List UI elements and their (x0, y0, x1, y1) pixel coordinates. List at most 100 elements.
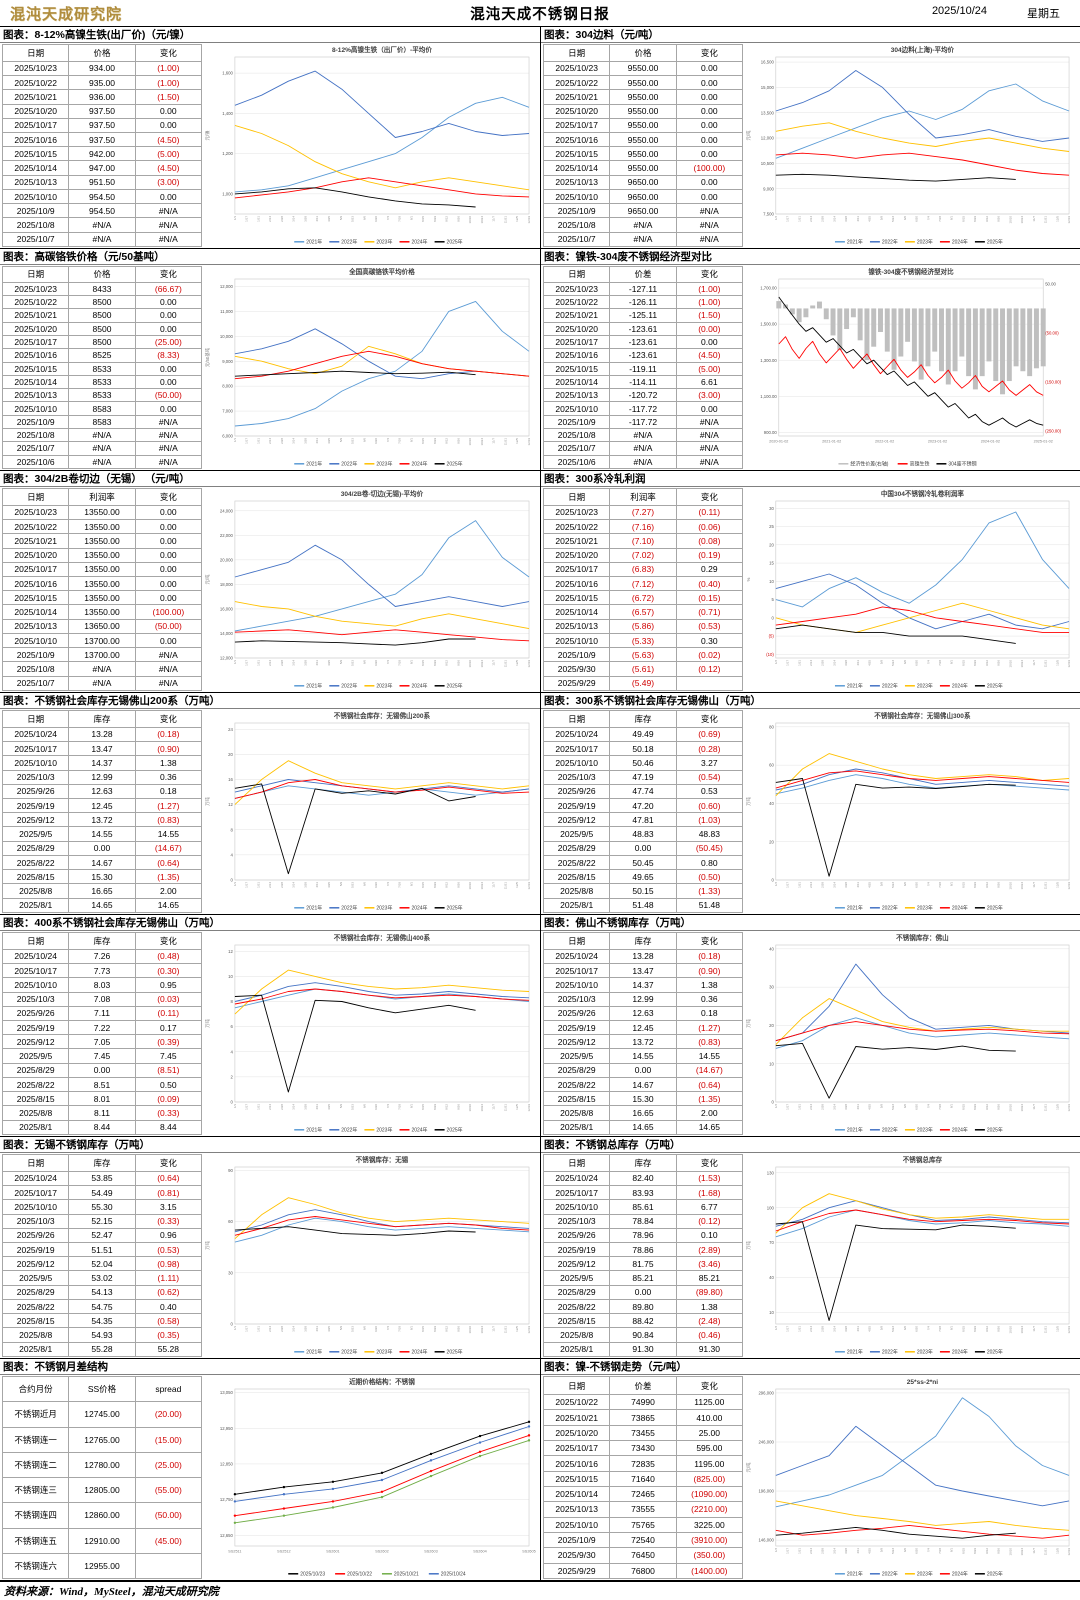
cell-change: 0.00 (134, 321, 203, 336)
table-row: 2025/9/5 85.21 85.21 (542, 1270, 744, 1286)
svg-text:1/3: 1/3 (774, 882, 778, 887)
column-header: 变化 (134, 1154, 203, 1172)
svg-text:1/3: 1/3 (233, 1326, 237, 1330)
svg-text:246,000: 246,000 (758, 1440, 774, 1445)
cell-value: (6.83) (609, 561, 677, 578)
svg-text:8/15: 8/15 (421, 1326, 425, 1332)
cell-value: 75765 (609, 1516, 677, 1533)
table-row: 2025/10/15 -119.11 (5.00) (542, 361, 744, 376)
svg-text:3/14: 3/14 (832, 1104, 836, 1110)
cell-date: 2025/9/19 (542, 797, 611, 814)
chart-wrap: 304边料(上海)-平均价 元/吨 16,500 15,000 13,500 12,000… (744, 43, 1080, 248)
svg-text:元/镍: 元/镍 (204, 130, 211, 141)
table-header-row: 日期 库存 变化 (1, 932, 203, 950)
column-header: 变化 (675, 1154, 744, 1172)
svg-text:1/31: 1/31 (797, 216, 801, 222)
svg-text:9/26: 9/26 (456, 1104, 460, 1110)
table-row: 2025/8/29 0.00 (14.67) (1, 840, 203, 856)
table-row: 2025/10/8 #N/A #N/A (1, 427, 203, 443)
cell-date: 2025/10/10 (1, 188, 70, 205)
svg-text:7/18: 7/18 (938, 216, 942, 222)
cell-date: 2025/9/12 (1, 1256, 70, 1272)
chart-wrap: 近期价格结构：不锈钢 13,050 12,950 12,850 12,750 12,650… (203, 1375, 540, 1580)
table-row: 2025/9/26 52.47 0.96 (1, 1227, 203, 1244)
table-row: 2025/10/23 8433 (66.67) (1, 281, 203, 297)
svg-text:10/24: 10/24 (480, 1104, 484, 1112)
svg-text:2022年: 2022年 (341, 1348, 357, 1355)
svg-text:10/10: 10/10 (468, 882, 472, 890)
svg-text:2021年: 2021年 (306, 238, 322, 245)
cell-change: 0.00 (134, 533, 203, 549)
cell-change: 0.00 (675, 146, 744, 162)
data-table-wrap: 日期 利润率 变化 2025/10/23 13550.00 0.00 2025/10/22 1… (0, 487, 203, 692)
svg-text:2/28: 2/28 (821, 1548, 825, 1554)
svg-text:2023年: 2023年 (917, 1570, 933, 1577)
cell-value: 12.45 (68, 797, 136, 814)
table-row: 2025/10/3 78.84 (0.12) (542, 1213, 744, 1229)
svg-text:8/15: 8/15 (961, 882, 965, 888)
svg-text:2023年: 2023年 (376, 460, 392, 467)
svg-text:11/7: 11/7 (1032, 660, 1036, 666)
svg-text:1/31: 1/31 (256, 882, 260, 888)
cell-change: (4.50) (134, 160, 203, 176)
svg-text:12/19: 12/19 (527, 1326, 531, 1334)
svg-text:3/14: 3/14 (292, 216, 296, 222)
cell-value: 13550.00 (68, 604, 136, 620)
svg-text:6/6: 6/6 (362, 216, 366, 220)
table-row: 2025/10/15 8533 0.00 (1, 361, 203, 376)
cell-value: 13650.00 (68, 618, 136, 634)
cell-value: 0.00 (609, 1062, 677, 1078)
svg-text:8/29: 8/29 (973, 216, 977, 222)
svg-text:11/7: 11/7 (492, 882, 496, 888)
svg-text:8/29: 8/29 (973, 882, 977, 888)
cell-value: (7.27) (609, 504, 677, 521)
svg-text:12/19: 12/19 (527, 1104, 531, 1112)
svg-text:0: 0 (771, 878, 774, 883)
table-row: 2025/10/17 937.50 0.00 (1, 117, 203, 134)
table-row: 不锈钢连二 12780.00 (25.00) (1, 1451, 203, 1479)
table-row: 2025/9/12 81.75 (3.46) (542, 1256, 744, 1272)
data-table: 日期 价差 变化 2025/10/23 -127.11 (1.00) 2025/10/22-… (542, 266, 744, 470)
table-row: 2025/10/14 (6.57) (0.71) (542, 604, 744, 620)
cell-change: (0.46) (675, 1327, 744, 1343)
cell-change: #N/A (675, 203, 744, 219)
svg-text:(150.00): (150.00) (1045, 380, 1061, 385)
cell-date: 2025/10/13 (542, 1501, 611, 1518)
svg-text:8/29: 8/29 (433, 438, 437, 444)
cell-change: #N/A (134, 217, 203, 233)
svg-text:5/9: 5/9 (339, 660, 343, 664)
svg-text:4/11: 4/11 (856, 882, 860, 888)
panel-2: 图表：304边料（元/吨） 日期 价格 变化 2025/10/23 9550.00 0.00… (540, 26, 1080, 248)
cell-date: 2025/8/8 (542, 1105, 611, 1121)
column-header: 日期 (1, 932, 70, 950)
cell-change: #N/A (134, 414, 203, 429)
cell-value: 55.28 (68, 1341, 136, 1358)
svg-text:11/7: 11/7 (492, 1326, 496, 1332)
table-row: 2025/10/24 49.49 (0.69) (542, 726, 744, 743)
table-header-row: 日期 库存 变化 (1, 710, 203, 728)
svg-text:2021年: 2021年 (847, 904, 863, 911)
cell-value: 88.42 (609, 1313, 677, 1329)
table-row: 2025/8/1 8.44 8.44 (1, 1119, 203, 1136)
cell-change: (45.00) (134, 1527, 203, 1554)
cell-date: 2025/9/12 (542, 1256, 611, 1272)
cell-date: 2025/10/23 (542, 504, 611, 521)
svg-text:7,500: 7,500 (763, 212, 774, 217)
svg-text:11/21: 11/21 (503, 1326, 507, 1334)
cell-date: 2025/10/13 (542, 388, 611, 403)
panel-title: 图表：不锈钢月差结构 (0, 1358, 540, 1375)
cell-date: 2025/10/9 (542, 1531, 611, 1549)
cell-value: 14.65 (609, 1119, 677, 1136)
table-row: 2025/10/24 53.85 (0.64) (1, 1170, 203, 1187)
svg-text:4/25: 4/25 (868, 1548, 872, 1554)
cell-value: 8.01 (68, 1091, 136, 1107)
cell-date: 2025/10/10 (1, 977, 70, 993)
cell-date: 2025/10/9 (1, 414, 70, 429)
svg-text:8/1: 8/1 (409, 660, 413, 664)
svg-text:1/17: 1/17 (786, 216, 790, 222)
cell-change: 410.00 (675, 1409, 744, 1426)
svg-text:1/31: 1/31 (797, 660, 801, 666)
svg-text:2/14: 2/14 (268, 660, 272, 666)
cell-date: 2025/10/3 (542, 991, 611, 1007)
